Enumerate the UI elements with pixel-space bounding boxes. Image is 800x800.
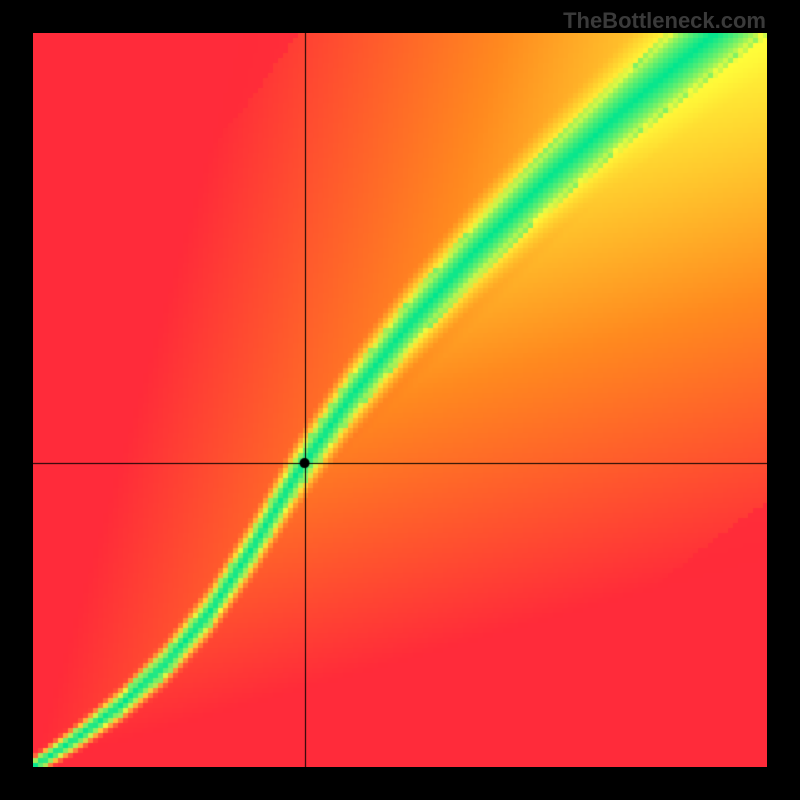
- heatmap-plot: [33, 33, 767, 767]
- heatmap-canvas: [33, 33, 767, 767]
- watermark-text: TheBottleneck.com: [563, 8, 766, 34]
